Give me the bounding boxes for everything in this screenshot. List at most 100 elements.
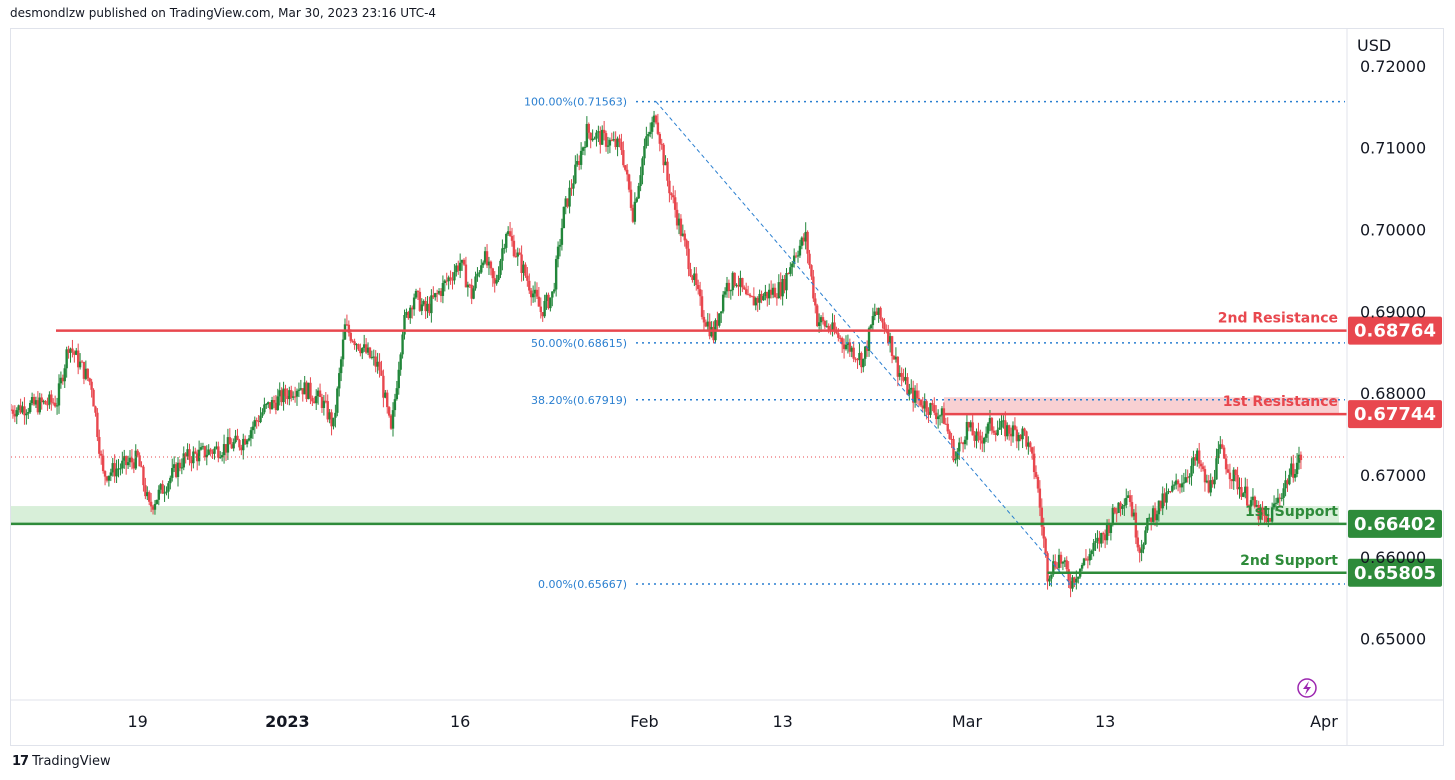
candle-body [1297,454,1301,463]
candle-body [311,398,314,402]
candle-body [1288,474,1291,485]
candle-body [386,392,389,408]
candle-body [42,400,45,403]
candle-body [90,381,93,390]
candle-body [1203,469,1207,483]
candle-body [21,406,24,413]
candle-body [658,133,662,144]
candle-body [347,324,351,333]
candle-body [1267,518,1270,522]
candle-body [1274,502,1278,504]
candle-body [282,388,285,403]
candle-body [284,388,287,397]
candle-body [775,297,779,299]
candle-body [501,248,504,261]
candle-body [1151,508,1155,522]
candle-body [577,161,581,165]
candle-body [927,411,930,415]
candle-body [286,396,289,400]
candle-body [115,468,118,477]
candle-body [1280,497,1283,499]
candle-body [921,405,924,409]
candle-body [435,293,439,295]
candle-body [940,408,944,416]
candle-body [34,400,38,405]
candle-body [420,304,423,311]
candle-body [172,464,176,469]
y-tick-label: 0.70000 [1360,220,1426,239]
candle-body [174,464,178,477]
candle-body [1259,507,1262,520]
candle-body [698,289,702,297]
candle-body [1094,541,1097,543]
candle-body [1138,547,1141,553]
candle-body [942,408,946,424]
candle-body [1015,429,1019,442]
candle-body [791,263,794,268]
candle-body [355,344,358,346]
candle-body [892,356,896,360]
candle-body [268,402,272,410]
candle-body [1055,567,1059,569]
candle-body [75,350,78,355]
candle-body [1048,578,1051,582]
candle-body [1221,444,1224,448]
candle-body [564,198,567,207]
candle-body [63,368,66,382]
candle-body [785,273,788,291]
candle-body [76,350,80,368]
currency-label: USD [1357,36,1391,55]
candle-body [948,431,951,439]
candle-body [1282,488,1285,498]
candle-body [768,289,771,299]
candle-body [295,390,299,397]
candle-body [1219,444,1222,449]
candle-body [1123,505,1126,507]
candle-body [38,397,41,413]
candle-body [1044,538,1047,554]
candle-body [977,431,980,436]
zones-layer [11,397,1339,524]
candle-body [551,291,554,298]
candle-body [549,297,552,309]
candle-body [100,453,103,456]
candle-body [693,273,696,280]
candle-body [1253,496,1257,507]
candle-body [253,420,256,427]
candle-body [414,290,418,298]
candle-body [190,459,193,464]
candle-body [399,354,402,370]
candle-body [946,423,949,432]
candle-body [1004,420,1007,437]
candle-body [825,325,829,327]
candle-body [633,201,637,222]
candle-body [935,412,938,420]
candle-body [812,276,815,299]
candle-body [614,139,617,148]
y-tick-label: 0.71000 [1360,139,1426,158]
candle-body [817,322,821,326]
candle-body [276,396,280,411]
chart-frame [10,28,1444,746]
candle-body [393,399,397,411]
candle-body [69,348,72,353]
candle-body [349,332,352,341]
candle-body [78,361,82,368]
candle-body [1255,504,1258,507]
candle-body [339,359,343,374]
candle-body [412,297,416,310]
candle-body [961,442,965,445]
candle-body [219,457,222,459]
candle-body [883,322,886,329]
candle-body [1238,487,1241,490]
candle-body [290,390,293,398]
candle-body [831,322,834,332]
candle-body [979,435,982,441]
candle-body [464,264,468,288]
candle-body [203,446,207,458]
candle-body [428,303,431,314]
candle-body [700,296,704,317]
candle-body [1084,558,1088,560]
candle-body [201,446,205,448]
